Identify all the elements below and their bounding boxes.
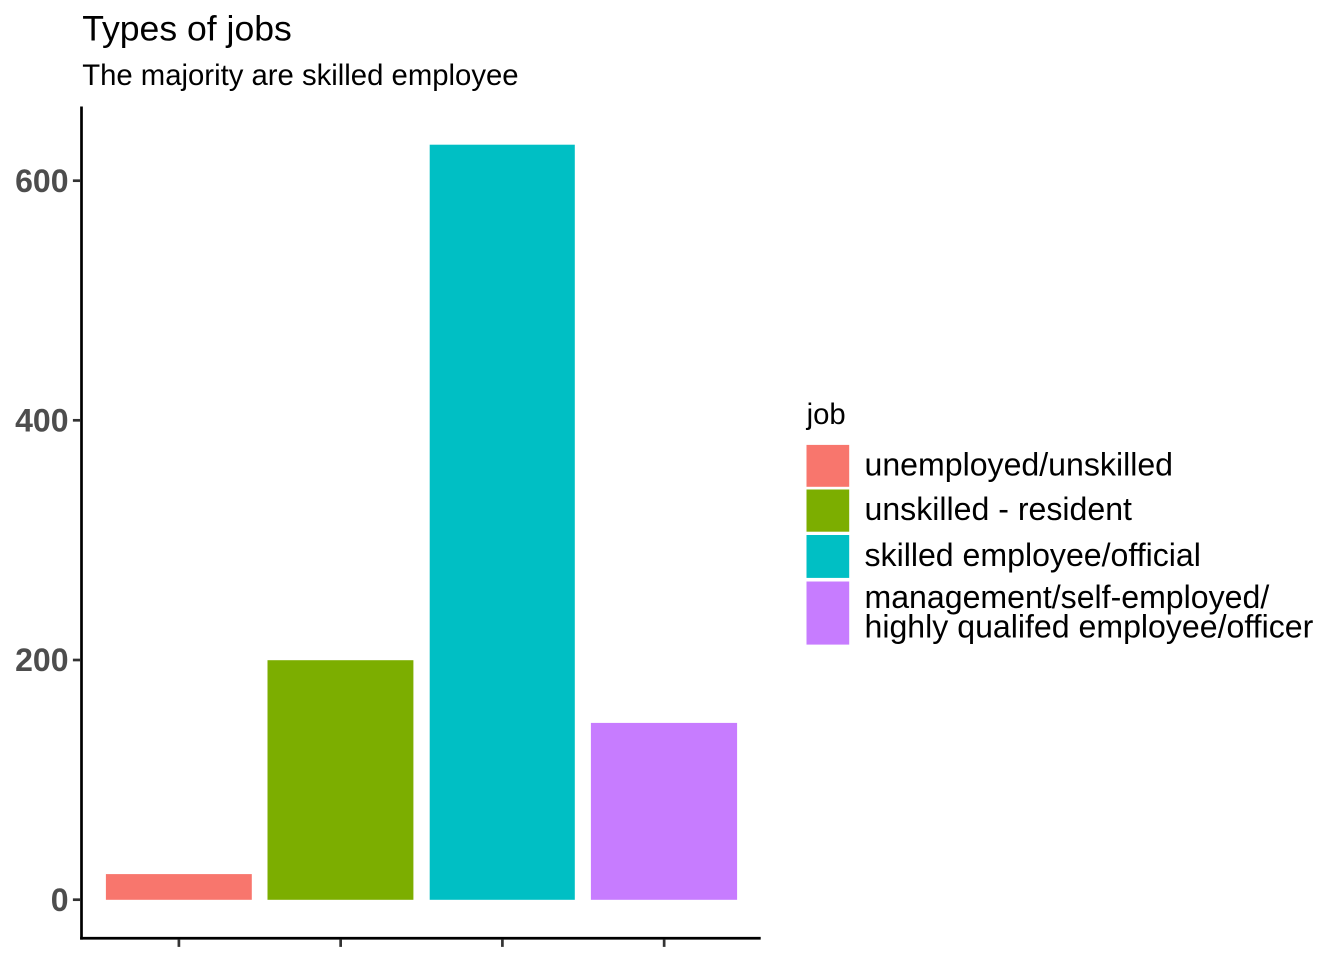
svg-text:The majority are skilled emplo: The majority are skilled employee <box>82 59 518 92</box>
svg-text:unemployed/unskilled: unemployed/unskilled <box>865 446 1174 482</box>
svg-text:unskilled - resident: unskilled - resident <box>865 491 1133 527</box>
svg-text:0: 0 <box>51 882 69 918</box>
svg-text:job: job <box>806 398 846 431</box>
svg-text:management/self-employed/: management/self-employed/ <box>865 579 1270 615</box>
svg-text:600: 600 <box>15 163 68 199</box>
svg-text:200: 200 <box>15 642 68 678</box>
svg-text:skilled employee/official: skilled employee/official <box>865 537 1201 573</box>
svg-text:Types of jobs: Types of jobs <box>82 9 292 49</box>
svg-text:highly qualifed employee/offic: highly qualifed employee/officer <box>865 609 1314 645</box>
svg-text:400: 400 <box>15 403 68 439</box>
